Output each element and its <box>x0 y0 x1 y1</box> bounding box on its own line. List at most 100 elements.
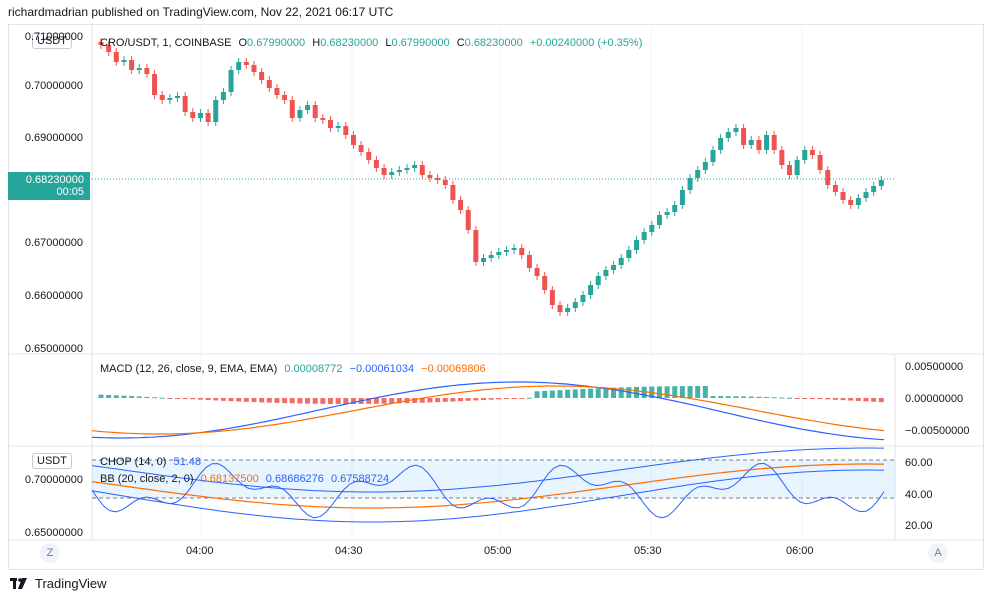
macd-histogram-bar <box>748 396 754 398</box>
macd-histogram-bar <box>282 398 288 404</box>
macd-histogram-bar <box>672 386 678 398</box>
time-axis-label: 05:30 <box>634 545 662 557</box>
candle-body <box>603 270 609 276</box>
candle-body <box>381 168 387 175</box>
macd-histogram-bar <box>236 398 242 402</box>
macd-histogram-bar <box>572 389 578 398</box>
macd-legend: MACD (12, 26, close, 9, EMA, EMA) 0.0000… <box>100 363 490 375</box>
chart-frame[interactable] <box>8 24 984 570</box>
bb-title[interactable]: BB (20, close, 2, 0) <box>100 473 194 485</box>
bb-legend: BB (20, close, 2, 0) 0.68137500 0.686862… <box>100 473 393 485</box>
candle-body <box>565 308 571 312</box>
macd-histogram-bar <box>702 386 708 398</box>
macd-axis-label: 0.00000000 <box>905 393 964 405</box>
candle-body <box>404 168 410 170</box>
macd-histogram-bar <box>511 398 517 399</box>
candle-body <box>649 225 655 232</box>
macd-axis-label: 0.00500000 <box>905 361 964 373</box>
candle-body <box>794 160 800 175</box>
candle-body <box>764 135 770 150</box>
candle-body <box>205 113 211 122</box>
candle-body <box>197 113 203 118</box>
candle-body <box>534 268 540 276</box>
macd-title[interactable]: MACD (12, 26, close, 9, EMA, EMA) <box>100 363 278 375</box>
macd-histogram-bar <box>687 386 693 398</box>
price-axis-label: 0.70000000 <box>24 80 83 92</box>
currency-pill-main[interactable]: USDT <box>32 33 72 49</box>
candle-body <box>626 250 632 258</box>
candle-body <box>121 60 127 62</box>
candle-body <box>442 180 448 185</box>
macd-histogram-bar <box>458 398 464 402</box>
macd-histogram-bar <box>450 398 456 402</box>
macd-histogram-bar <box>243 398 249 402</box>
macd-histogram-bar <box>718 396 724 398</box>
candle-body <box>129 60 135 70</box>
candle-body <box>741 128 747 145</box>
macd-histogram-bar <box>611 387 617 398</box>
last-price-value: 0.68230000 <box>25 174 84 186</box>
symbol-label[interactable]: CRO/USDT, 1, COINBASE <box>100 37 232 49</box>
macd-histogram-bar <box>182 398 188 399</box>
macd-histogram-bar <box>297 398 303 404</box>
candle-body <box>136 68 142 70</box>
macd-histogram-bar <box>144 396 150 398</box>
candle-body <box>557 305 563 312</box>
macd-axis-label: −0.00500000 <box>905 425 970 437</box>
candle-body <box>106 45 112 52</box>
bottom-left-axis-label: 0.65000000 <box>24 527 83 539</box>
currency-pill-bottom[interactable]: USDT <box>32 453 72 469</box>
macd-line <box>91 381 885 441</box>
candle-body <box>266 80 272 88</box>
macd-histogram-bar <box>771 397 777 399</box>
bottom-left-axis-label: 0.70000000 <box>24 474 83 486</box>
macd-histogram-bar <box>335 398 341 404</box>
macd-histogram-bar <box>871 398 877 402</box>
tradingview-footer[interactable]: TradingView <box>10 576 107 591</box>
macd-histogram-bar <box>878 398 884 403</box>
price-axis-label: 0.65000000 <box>24 343 83 355</box>
candle-body <box>702 162 708 170</box>
candle-body <box>236 62 242 70</box>
main-legend: CRO/USDT, 1, COINBASE O0.67990000 H0.682… <box>100 37 646 49</box>
macd-histogram-bar <box>350 398 356 404</box>
candle-body <box>274 88 280 95</box>
candle-body <box>572 302 578 308</box>
macd-histogram-bar <box>389 398 395 404</box>
macd-histogram-bar <box>113 395 119 398</box>
macd-histogram-bar <box>534 391 540 398</box>
macd-histogram-bar <box>603 387 609 398</box>
auto-scale-button[interactable]: A <box>928 543 948 563</box>
macd-histogram-bar <box>305 398 311 404</box>
macd-histogram-bar <box>175 398 180 399</box>
candle-body <box>450 185 456 200</box>
last-price-tag: 0.68230000 00:05 <box>8 172 90 200</box>
candle-body <box>710 150 716 162</box>
candle-body <box>481 258 486 262</box>
macd-histogram-bar <box>641 386 647 398</box>
candle-body <box>787 165 792 175</box>
bb-basis-line <box>91 463 884 509</box>
macd-histogram-bar <box>136 396 142 398</box>
candle-body <box>580 295 586 302</box>
candle-body <box>243 62 249 65</box>
candle-body <box>213 100 219 122</box>
chop-title[interactable]: CHOP (14, 0) <box>100 456 167 468</box>
candle-body <box>396 170 402 172</box>
candle-body <box>152 74 158 95</box>
candle-body <box>817 155 823 170</box>
open-value: 0.67990000 <box>247 37 306 49</box>
macd-histogram-bar <box>220 398 226 401</box>
macd-histogram-bar <box>419 398 425 403</box>
macd-histogram-bar <box>159 397 165 399</box>
candle-body <box>687 178 693 190</box>
candle-body <box>802 150 808 160</box>
zoom-z-button[interactable]: Z <box>40 543 60 563</box>
candle-body <box>503 250 509 252</box>
chop-axis-label: 20.00 <box>905 520 933 532</box>
bb-lower-line <box>91 469 885 523</box>
candle-body <box>634 240 639 250</box>
candle-body <box>664 212 670 215</box>
macd-histogram-bar <box>320 398 326 404</box>
